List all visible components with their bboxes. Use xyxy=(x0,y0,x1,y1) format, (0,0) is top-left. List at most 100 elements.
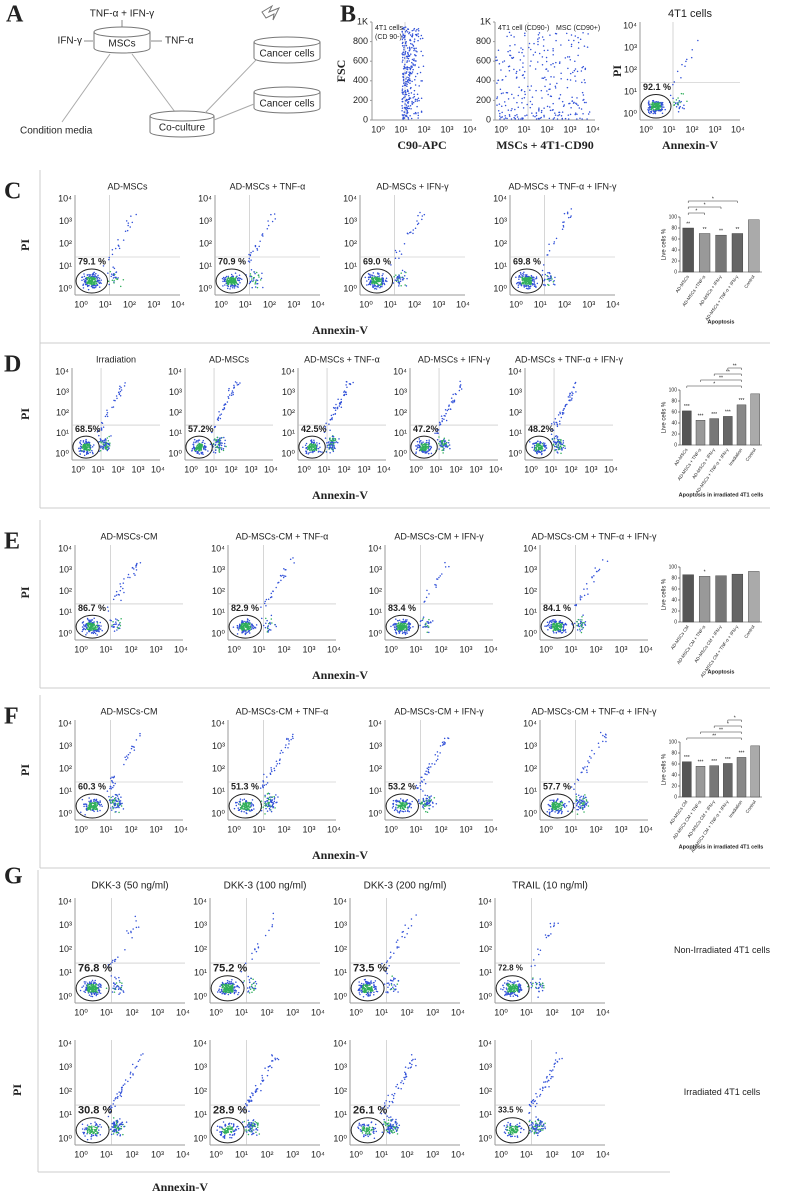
event-dot xyxy=(508,113,511,116)
x-tick-label: 10³ xyxy=(244,464,257,474)
event-dot xyxy=(496,97,498,100)
event-dot xyxy=(407,628,410,631)
event-dot xyxy=(401,799,404,802)
event-dot xyxy=(676,103,679,106)
x-tick-label: 10⁰ xyxy=(71,464,85,474)
diagram-label: Condition media xyxy=(20,126,93,137)
event-dot xyxy=(99,809,101,812)
event-dot xyxy=(246,631,248,633)
event-dot xyxy=(393,628,396,631)
event-dot xyxy=(201,441,204,444)
gate xyxy=(75,793,109,819)
event-dot xyxy=(100,421,103,424)
event-dot xyxy=(90,799,92,802)
event-dot xyxy=(379,286,381,289)
event-dot xyxy=(423,601,425,603)
event-dot xyxy=(677,102,679,104)
event-dot xyxy=(92,799,95,801)
event-dot xyxy=(547,70,549,72)
gate xyxy=(228,614,262,639)
event-dot xyxy=(653,103,656,106)
event-dot xyxy=(222,449,225,452)
event-dot xyxy=(426,767,429,769)
event-dot xyxy=(118,801,121,803)
event-dot xyxy=(417,39,419,42)
event-dot xyxy=(135,563,138,565)
event-dot xyxy=(253,271,255,273)
event-dot xyxy=(83,444,85,447)
event-dot xyxy=(379,284,382,286)
event-dot xyxy=(401,100,404,103)
event-dot xyxy=(231,390,234,392)
event-dot xyxy=(87,628,89,631)
event-dot xyxy=(106,409,108,411)
event-dot xyxy=(577,36,579,39)
bar xyxy=(682,227,694,273)
event-dot xyxy=(511,108,513,110)
event-dot xyxy=(265,622,267,625)
event-dot xyxy=(375,288,378,290)
event-dot xyxy=(416,787,419,790)
event-dot xyxy=(459,385,461,387)
event-dot xyxy=(114,618,117,620)
event-dot xyxy=(116,619,118,621)
event-dot xyxy=(305,446,308,449)
event-dot xyxy=(500,92,503,95)
event-dot xyxy=(581,628,583,631)
event-dot xyxy=(236,624,239,627)
event-dot xyxy=(422,54,424,57)
event-dot xyxy=(658,102,660,104)
event-dot xyxy=(114,782,116,785)
event-dot xyxy=(287,738,290,740)
event-dot xyxy=(247,618,249,621)
plot-title: AD-MSCs-CM xyxy=(101,706,158,716)
event-dot xyxy=(416,50,418,53)
y-tick-label: 600 xyxy=(353,56,368,66)
event-dot xyxy=(340,406,343,408)
event-dot xyxy=(404,84,407,87)
event-dot xyxy=(402,804,404,806)
event-dot xyxy=(555,448,558,451)
event-dot xyxy=(427,448,430,450)
event-dot xyxy=(398,622,400,624)
x-tick-label: 10³ xyxy=(469,464,482,474)
event-dot xyxy=(418,85,420,87)
event-dot xyxy=(371,278,374,281)
event-dot xyxy=(395,627,398,629)
x-tick-label: 10⁰ xyxy=(524,464,538,474)
y-axis-label: PI xyxy=(18,586,32,598)
event-dot xyxy=(127,753,130,756)
event-dot xyxy=(285,744,287,746)
event-dot xyxy=(406,109,408,112)
x-tick-label: 10² xyxy=(589,644,602,654)
event-dot xyxy=(317,451,320,453)
event-dot xyxy=(305,452,308,455)
event-dot xyxy=(552,625,554,628)
event-dot xyxy=(282,751,284,754)
event-dot xyxy=(222,408,224,411)
event-dot xyxy=(448,565,450,568)
event-dot xyxy=(283,567,285,570)
event-dot xyxy=(333,447,335,449)
event-dot xyxy=(243,798,246,800)
event-dot xyxy=(525,275,528,277)
event-dot xyxy=(542,264,545,266)
event-dot xyxy=(577,104,579,107)
event-dot xyxy=(519,59,522,61)
event-dot xyxy=(86,281,88,283)
event-dot xyxy=(83,803,85,806)
event-dot xyxy=(236,626,239,629)
event-dot xyxy=(254,627,257,629)
event-dot xyxy=(518,278,520,281)
event-dot xyxy=(577,618,580,621)
event-dot xyxy=(559,621,562,624)
gate-percent: 69.0 % xyxy=(363,256,391,266)
event-dot xyxy=(423,213,426,216)
event-dot xyxy=(86,809,88,811)
y-tick-label: 100 xyxy=(669,564,678,570)
event-dot xyxy=(398,805,401,807)
event-dot xyxy=(526,114,528,116)
event-dot xyxy=(541,56,544,58)
event-dot xyxy=(427,452,430,455)
y-tick-label: 80 xyxy=(671,398,677,404)
